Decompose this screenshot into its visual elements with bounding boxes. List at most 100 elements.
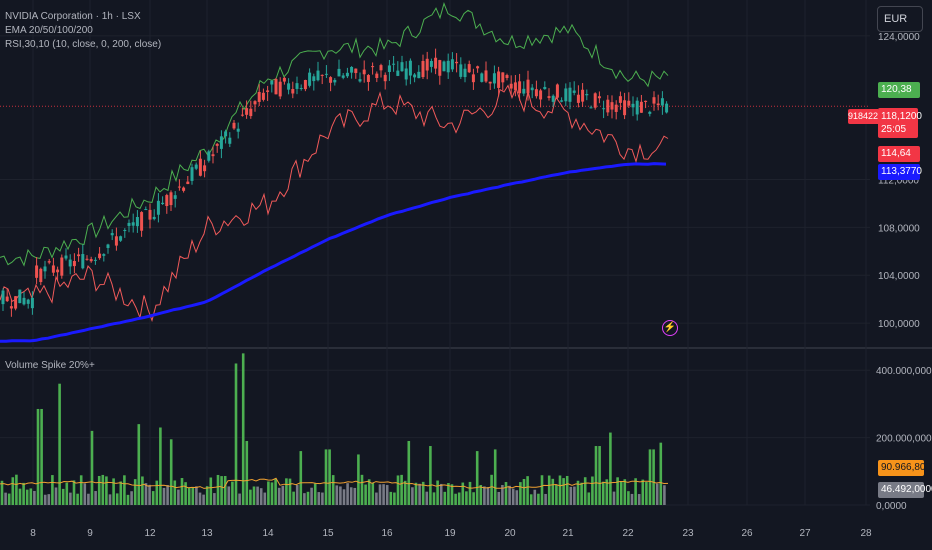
volume-bar xyxy=(371,482,375,505)
candle-body xyxy=(182,187,186,191)
volume-bar xyxy=(504,482,508,505)
volume-bar xyxy=(465,491,468,505)
candle-body xyxy=(9,306,13,309)
volume-bar xyxy=(339,486,342,505)
volume-bar xyxy=(76,493,79,505)
volume-bar xyxy=(130,491,133,505)
volume-bar xyxy=(259,488,263,505)
volume-bar xyxy=(119,481,123,505)
volume-bar xyxy=(490,474,493,505)
currency-button[interactable]: EUR xyxy=(877,6,923,32)
candle-body xyxy=(295,83,299,89)
candle-body xyxy=(518,81,522,94)
volume-bar xyxy=(40,408,43,505)
candle-body xyxy=(497,71,501,88)
volume-bar xyxy=(652,449,655,505)
candle-body xyxy=(177,186,181,188)
volume-bar xyxy=(69,492,72,505)
candle-body xyxy=(312,76,316,82)
candle-body xyxy=(413,74,417,78)
candle-body xyxy=(215,143,219,146)
candle-body xyxy=(85,258,89,260)
volume-bar xyxy=(277,487,281,505)
candle-body xyxy=(602,108,606,110)
volume-bar xyxy=(148,484,151,505)
volume-bar xyxy=(609,432,612,505)
candle-body xyxy=(492,73,496,84)
candle-body xyxy=(484,70,488,82)
candle-body xyxy=(274,79,278,95)
chart-legend: NVIDIA Corporation · 1h · LSX EMA 20/50/… xyxy=(5,10,161,52)
flash-icon[interactable]: ⚡ xyxy=(662,320,678,336)
candle-body xyxy=(505,75,509,79)
volume-ma-line xyxy=(0,477,669,489)
candle-body xyxy=(18,289,22,304)
volume-bar xyxy=(51,475,54,505)
candle-body xyxy=(400,62,404,72)
volume-bar xyxy=(256,486,259,505)
candle-body xyxy=(106,244,110,248)
volume-bar xyxy=(252,486,256,505)
candle-body xyxy=(224,131,228,137)
candle-body xyxy=(39,268,43,283)
volume-bar xyxy=(324,449,328,505)
price-tag-green: 120,38 xyxy=(878,82,920,98)
volume-tick-label: 200.000,0000 xyxy=(876,434,932,445)
candle-body xyxy=(190,167,194,181)
volume-tick-label: 0,0000 xyxy=(876,501,907,512)
volume-indicator-title[interactable]: Volume Spike 20%+ xyxy=(5,360,95,371)
volume-bar xyxy=(367,479,371,505)
candle-body xyxy=(156,200,160,215)
candle-body xyxy=(253,101,257,105)
candle-body xyxy=(354,68,358,74)
candle-body xyxy=(261,92,265,100)
price-tag-blue: 113,3770 xyxy=(878,164,922,180)
volume-bar xyxy=(627,491,630,505)
candle-body xyxy=(639,101,643,113)
time-tick-label: 12 xyxy=(144,528,156,539)
volume-bar xyxy=(123,475,126,505)
candle-body xyxy=(93,259,97,261)
candle-body xyxy=(501,72,505,83)
candle-body xyxy=(383,74,387,82)
candle-body xyxy=(89,259,93,262)
candle-body xyxy=(299,87,303,89)
candle-body xyxy=(404,68,408,80)
candle-body xyxy=(341,75,345,78)
candle-body xyxy=(152,216,156,220)
candle-body xyxy=(249,108,253,117)
volume-bar xyxy=(7,493,11,505)
volume-bar xyxy=(94,491,97,505)
candle-body xyxy=(471,74,475,83)
volume-bar xyxy=(425,491,429,505)
ema-legend[interactable]: EMA 20/50/100/200 xyxy=(5,25,93,36)
candle-body xyxy=(564,88,568,102)
volume-bar xyxy=(637,494,641,505)
volume-bar xyxy=(382,484,385,505)
candle-body xyxy=(165,195,169,207)
volume-bar xyxy=(205,486,209,505)
volume-bar xyxy=(169,439,173,505)
volume-bar xyxy=(436,480,439,505)
bar-countdown: 25:05 xyxy=(881,124,907,135)
volume-bar xyxy=(619,481,623,505)
candle-body xyxy=(476,66,480,69)
candle-body xyxy=(614,104,618,112)
rsi-legend[interactable]: RSI,30,10 (10, close, 0, 200, close) xyxy=(5,39,162,50)
volume-bar xyxy=(29,488,33,505)
candle-body xyxy=(22,297,26,305)
candle-body xyxy=(30,297,34,309)
volume-bar xyxy=(79,475,83,505)
candle-body xyxy=(606,99,610,113)
volume-bar xyxy=(141,476,144,505)
symbol-title[interactable]: NVIDIA Corporation · 1h · LSX xyxy=(5,11,141,22)
volume-bar xyxy=(231,481,234,505)
volume-bar xyxy=(33,490,36,505)
candle-body xyxy=(56,269,60,273)
volume-bar xyxy=(133,479,137,505)
volume-bar xyxy=(515,490,519,505)
time-tick-label: 22 xyxy=(622,528,634,539)
volume-bar xyxy=(72,480,76,505)
